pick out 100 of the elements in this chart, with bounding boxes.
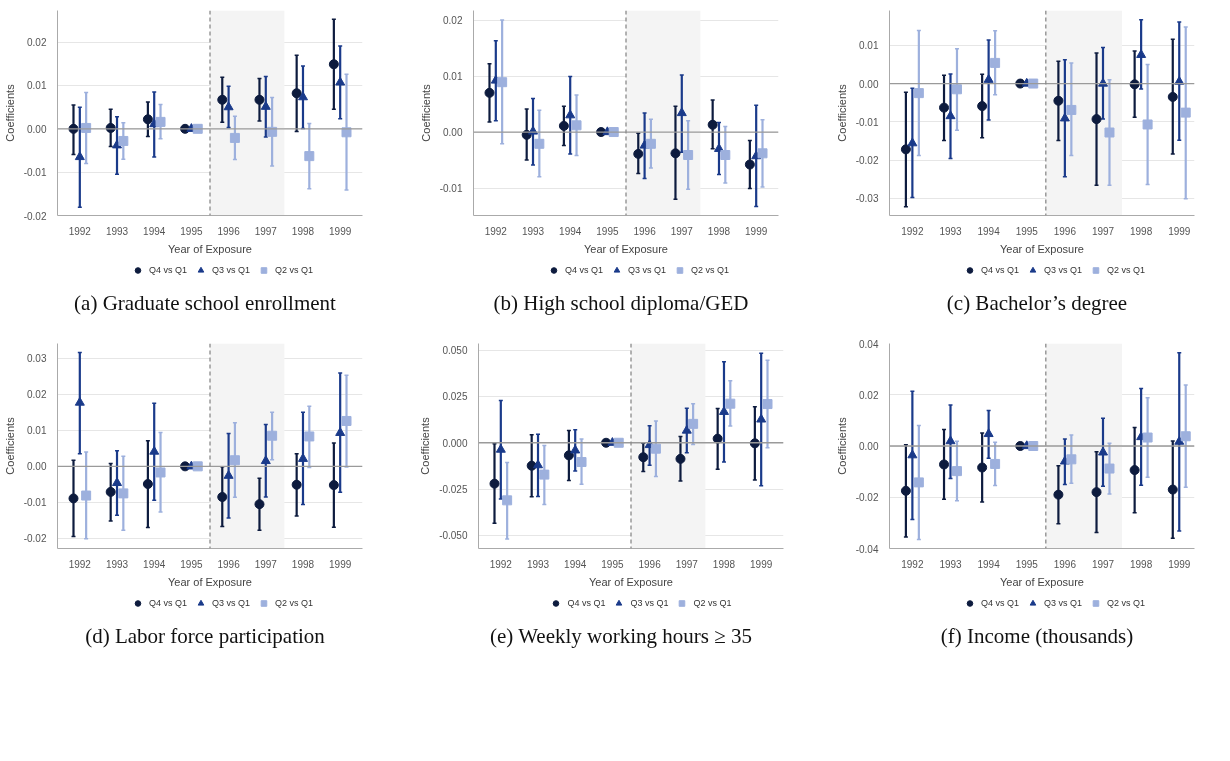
y-tick-label: 0.00 xyxy=(443,127,463,139)
y-axis-title: Coefficients xyxy=(419,83,432,142)
y-tick-label: 0.01 xyxy=(27,425,47,437)
legend-label: Q2 vs Q1 xyxy=(1107,598,1146,608)
x-tick-label: 1996 xyxy=(1053,558,1077,570)
x-axis-title: Year of Exposure xyxy=(584,242,668,255)
x-tick-label: 1993 xyxy=(939,225,963,237)
x-tick-label: 1994 xyxy=(977,558,1001,570)
x-tick-label: 1998 xyxy=(291,558,315,570)
x-tick-label: 1997 xyxy=(1091,225,1115,237)
x-tick-label: 1999 xyxy=(750,558,773,570)
y-tick-label: 0.00 xyxy=(859,441,879,452)
legend-label: Q3 vs Q1 xyxy=(1043,265,1083,275)
x-tick-label: 1992 xyxy=(484,225,508,237)
text: (d) Labor force participation xyxy=(84,623,326,650)
legend-label: Q4 vs Q1 xyxy=(564,265,603,275)
y-tick-label: 0.02 xyxy=(443,15,463,27)
x-tick-label: 1993 xyxy=(105,225,129,237)
y-tick-label: 0.02 xyxy=(27,389,47,401)
y-tick-label: -0.01 xyxy=(23,497,47,509)
y-tick-label: 0.00 xyxy=(27,123,47,135)
y-tick-label: -0.02 xyxy=(23,210,47,222)
y-axis-title: Coefficients xyxy=(419,416,432,475)
legend-label: Q3 vs Q1 xyxy=(1043,598,1083,608)
y-tick-label: 0.01 xyxy=(859,40,879,52)
x-tick-label: 1998 xyxy=(712,558,736,570)
legend-label: Q3 vs Q1 xyxy=(211,265,251,275)
x-tick-label: 1995 xyxy=(1015,558,1039,570)
y-tick-label: -0.02 xyxy=(23,533,47,545)
legend-label: Q4 vs Q1 xyxy=(980,265,1019,275)
y-tick-label: -0.025 xyxy=(439,484,468,496)
y-axis-title: Coefficients xyxy=(3,416,16,475)
y-tick-label: -0.03 xyxy=(855,193,879,205)
x-tick-label: 1997 xyxy=(254,558,278,570)
x-tick-label: 1995 xyxy=(180,225,203,237)
legend-label: Q4 vs Q1 xyxy=(980,598,1019,608)
y-tick-label: 0.02 xyxy=(859,389,879,401)
y-tick-label: -0.050 xyxy=(439,530,468,542)
x-tick-label: 1997 xyxy=(1091,558,1115,570)
legend-label: Q2 vs Q1 xyxy=(693,598,732,608)
y-tick-label: -0.02 xyxy=(855,155,879,167)
x-tick-label: 1997 xyxy=(254,225,278,237)
x-tick-label: 1992 xyxy=(901,558,924,570)
legend-label: Q3 vs Q1 xyxy=(211,598,251,608)
y-tick-label: -0.01 xyxy=(23,167,47,179)
text: (c) Bachelor’s degree xyxy=(945,290,1129,317)
y-tick-label: 0.04 xyxy=(859,338,879,350)
y-axis-title: Coefficients xyxy=(835,416,848,475)
x-tick-label: 1993 xyxy=(105,558,129,570)
x-tick-label: 1993 xyxy=(526,558,550,570)
y-tick-label: 0.00 xyxy=(27,461,47,473)
x-axis-title: Year of Exposure xyxy=(168,242,252,255)
x-tick-label: 1994 xyxy=(143,558,166,570)
x-tick-label: 1999 xyxy=(745,225,768,237)
y-tick-label: 0.00 xyxy=(859,78,879,90)
x-tick-label: 1996 xyxy=(1053,225,1077,237)
x-tick-label: 1992 xyxy=(68,225,92,237)
x-tick-label: 1993 xyxy=(939,558,963,570)
x-tick-label: 1996 xyxy=(633,225,657,237)
x-tick-label: 1995 xyxy=(596,225,619,237)
x-tick-label: 1996 xyxy=(217,558,241,570)
legend-label: Q2 vs Q1 xyxy=(275,265,314,275)
x-axis-title: Year of Exposure xyxy=(168,575,252,588)
x-tick-label: 1994 xyxy=(564,558,587,570)
y-tick-label: -0.01 xyxy=(855,116,879,128)
x-tick-label: 1999 xyxy=(329,558,352,570)
legend-label: Q3 vs Q1 xyxy=(627,265,667,275)
y-tick-label: 0.03 xyxy=(27,353,47,365)
y-tick-label: -0.01 xyxy=(439,183,463,195)
legend-label: Q4 vs Q1 xyxy=(567,598,606,608)
legend-label: Q2 vs Q1 xyxy=(275,598,314,608)
x-tick-label: 1994 xyxy=(143,225,166,237)
y-tick-label: 0.000 xyxy=(442,437,468,449)
y-tick-label: 0.025 xyxy=(442,391,468,403)
x-tick-label: 1997 xyxy=(675,558,699,570)
x-tick-label: 1995 xyxy=(1015,225,1039,237)
x-tick-label: 1996 xyxy=(638,558,662,570)
x-tick-label: 1997 xyxy=(670,225,694,237)
x-axis-title: Year of Exposure xyxy=(589,575,673,588)
x-tick-label: 1999 xyxy=(1168,225,1191,237)
y-tick-label: -0.04 xyxy=(855,543,879,555)
x-tick-label: 1994 xyxy=(977,225,1001,237)
text: (a) Graduate school enrollment xyxy=(73,290,337,317)
x-tick-label: 1992 xyxy=(901,225,924,237)
legend-label: Q4 vs Q1 xyxy=(148,598,187,608)
y-axis-title: Coefficients xyxy=(835,83,848,142)
y-axis-title: Coefficients xyxy=(3,83,16,142)
x-axis-title: Year of Exposure xyxy=(1000,242,1084,255)
y-tick-label: 0.02 xyxy=(27,37,47,49)
x-tick-label: 1999 xyxy=(329,225,352,237)
legend-label: Q2 vs Q1 xyxy=(691,265,730,275)
y-tick-label: 0.01 xyxy=(27,80,47,92)
x-tick-label: 1998 xyxy=(291,225,315,237)
x-tick-label: 1992 xyxy=(489,558,513,570)
x-tick-label: 1998 xyxy=(1130,558,1153,570)
y-tick-label: -0.02 xyxy=(855,492,879,504)
x-axis-title: Year of Exposure xyxy=(1000,575,1084,588)
text: (f) Income (thousands) xyxy=(939,623,1135,650)
x-tick-label: 1995 xyxy=(180,558,203,570)
x-tick-label: 1993 xyxy=(521,225,545,237)
